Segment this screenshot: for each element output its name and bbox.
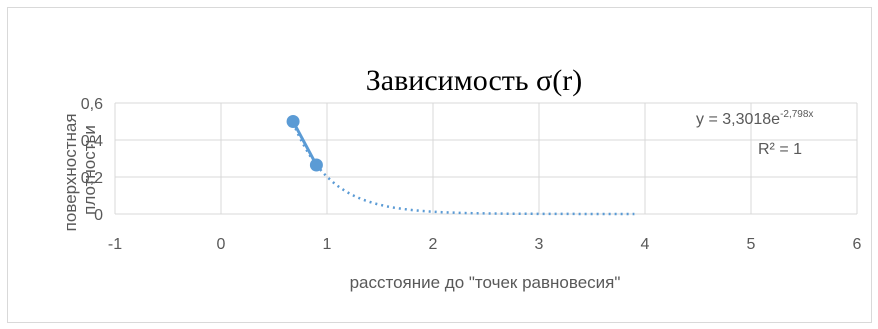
- x-tick-label: 0: [217, 236, 226, 253]
- data-point: [286, 115, 300, 128]
- x-tick-label: 5: [747, 236, 756, 253]
- y-tick-label: 0,4: [81, 133, 103, 150]
- r-squared-label: R² = 1: [758, 141, 802, 158]
- y-tick-label: 0: [94, 207, 103, 224]
- x-tick-label: 6: [853, 236, 862, 253]
- y-tick-label: 0,6: [81, 96, 103, 113]
- data-series: [286, 115, 323, 172]
- y-axis-title: поверхностная плотностьи: [61, 109, 99, 232]
- grid: [114, 102, 858, 215]
- x-axis-title: расстояние до "точек равновесия": [350, 273, 621, 292]
- x-tick-label: 4: [641, 236, 650, 253]
- trendline: [291, 122, 635, 216]
- trendline-equation-main: y = 3,3018e: [696, 111, 780, 128]
- x-tick-label: 1: [323, 236, 332, 253]
- x-tick-label: -1: [108, 236, 122, 253]
- chart-title: Зависимость σ(r): [366, 64, 582, 97]
- chart-svg: Зависимость σ(r) 0 0,2 0,4 0,6 -1 0 1 2 3 4 5 6 y …: [61, 64, 862, 292]
- chart-area: Зависимость σ(r) 0 0,2 0,4 0,6 -1 0 1 2 3 4 5 6 y …: [7, 7, 872, 323]
- y-tick-label: 0,2: [81, 170, 103, 187]
- y-tick-labels: 0 0,2 0,4 0,6: [81, 96, 103, 224]
- data-point: [309, 158, 323, 172]
- y-axis-title-line-2: плотностьи: [80, 125, 99, 215]
- trendline-equation-exponent: -2,798x: [780, 109, 813, 120]
- x-tick-label: 2: [429, 236, 438, 253]
- y-axis-title-line-1: поверхностная: [61, 113, 80, 231]
- x-tick-label: 3: [535, 236, 544, 253]
- series-line: [291, 120, 318, 166]
- trendline-equation: y = 3,3018e-2,798x: [696, 109, 813, 128]
- x-tick-labels: -1 0 1 2 3 4 5 6: [108, 236, 862, 253]
